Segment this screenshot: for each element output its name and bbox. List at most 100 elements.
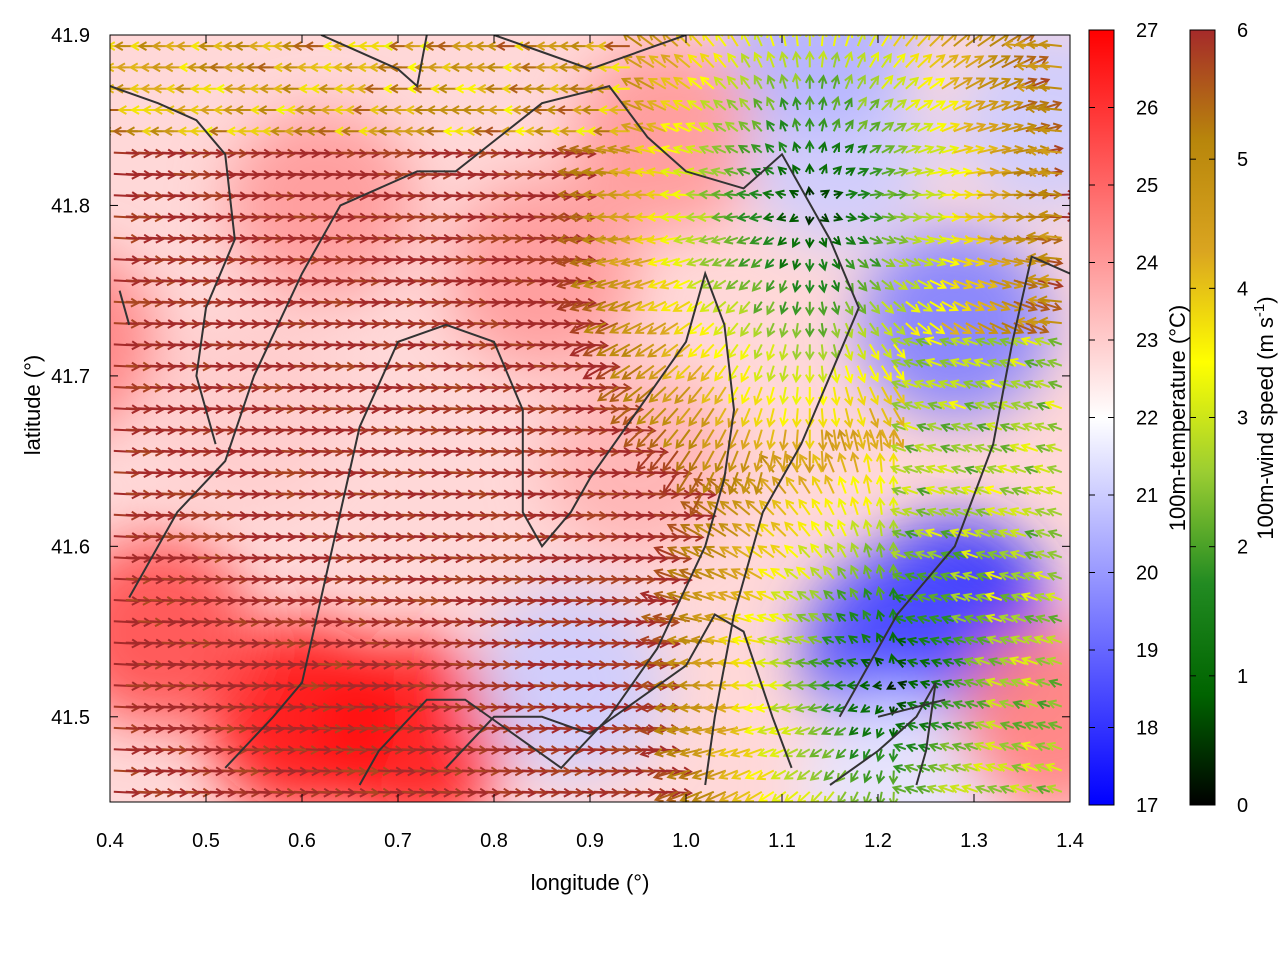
wind-arrow [999,444,1015,454]
wind-arrow [817,344,828,361]
wind-arrow [941,76,960,90]
wind-arrow [738,301,751,315]
wind-arrow [595,234,618,245]
wind-arrow [998,742,1015,752]
wind-arrow [727,471,739,496]
wind-arrow [745,522,763,537]
wind-arrow [686,300,703,312]
temperature-blob [955,621,1070,802]
wind-arrow [1034,528,1051,539]
wind-arrow [952,550,967,561]
wind-arrow [893,99,907,111]
wind-arrow [1033,379,1051,389]
wind-arrow [830,408,841,428]
wind-arrow [610,62,630,73]
wind-arrow [929,300,947,312]
wind-arrow [856,407,866,428]
wind-arrow [1020,443,1039,453]
wind-arrow [679,523,703,537]
wind_colorbar-tick-label: 6 [1237,20,1248,42]
x-tick-label: 1.4 [1056,830,1084,852]
wind-arrow [962,592,979,602]
wind-arrow [779,258,789,269]
wind-colorbar: 0 1 2 3 4 5 6 100m-wind speed (m s-1) [1189,20,1278,817]
wind-arrow [804,95,815,111]
wind-arrow [844,97,853,111]
wind-arrow [636,450,655,472]
wind-arrow [977,77,999,90]
wind-arrow [868,343,880,361]
contour-line [118,290,131,326]
wind-arrow [672,100,691,111]
wind-arrow [753,450,763,473]
y-tick-label: 41.6 [51,536,90,558]
wind-arrow [950,507,967,517]
wind-arrow [975,614,991,624]
wind-arrow [868,365,879,383]
wind-arrow [634,343,655,357]
wind-arrow [974,401,991,411]
y-tick-label: 41.9 [51,25,90,47]
wind-arrow [687,77,703,90]
wind-arrow [807,726,823,736]
wind-arrow [927,763,943,773]
wind-arrow [1033,763,1051,773]
wind-arrow [666,523,691,537]
wind-arrow [1033,635,1051,645]
wind-arrow [929,100,947,111]
wind-arrow [1034,656,1051,667]
wind-arrow [937,400,955,410]
wind-arrow [937,464,955,474]
wind-arrow [986,784,1003,794]
wind-arrow [924,485,943,495]
wind-arrow [807,658,822,668]
wind-arrow [732,500,751,516]
wind-arrow [997,507,1015,517]
wind-arrow [1025,322,1050,334]
wind-arrow [937,379,955,389]
wind-arrow [770,544,787,559]
wind-arrow [756,613,775,623]
wind-arrow [1025,82,1050,93]
wind-arrow [719,500,739,516]
x-tick-label: 1.1 [768,830,796,852]
wind-arrow [724,145,739,154]
wind-arrow [1035,358,1051,368]
wind-arrow [648,386,667,403]
wind-arrow [1045,443,1063,453]
wind-arrow [902,465,919,475]
wind-arrow [794,680,810,691]
wind-arrow [862,727,872,738]
wind-arrow [785,476,799,495]
wind-arrow [917,235,936,245]
wind-arrow [857,119,868,132]
wind-arrow [925,464,943,474]
wind-arrow [869,121,881,133]
wind-arrow [1037,279,1064,290]
wind-arrow [831,301,841,316]
wind-arrow [937,784,955,794]
wind-arrow [880,365,892,383]
wind-arrow [608,322,631,334]
wind-arrow [737,144,751,154]
wind-arrow [849,748,859,760]
contour-lines [110,35,1070,786]
wind-arrow [869,144,882,154]
wind-arrow [1037,82,1062,93]
wind-arrow [987,550,1003,560]
wind-arrow [891,486,907,496]
wind-arrow [888,749,899,763]
wind-arrow [795,658,810,668]
wind-arrow [905,99,921,111]
wind-arrow [893,167,909,177]
wind-arrow [985,720,1003,730]
wind-arrow [905,257,922,267]
contour-line [445,613,793,769]
wind-arrow [779,50,789,68]
wind-arrow [729,748,751,758]
wind-arrow [688,429,703,450]
wind-arrow [771,499,787,516]
wind-arrow [881,279,895,291]
wind-arrow [1035,785,1051,795]
